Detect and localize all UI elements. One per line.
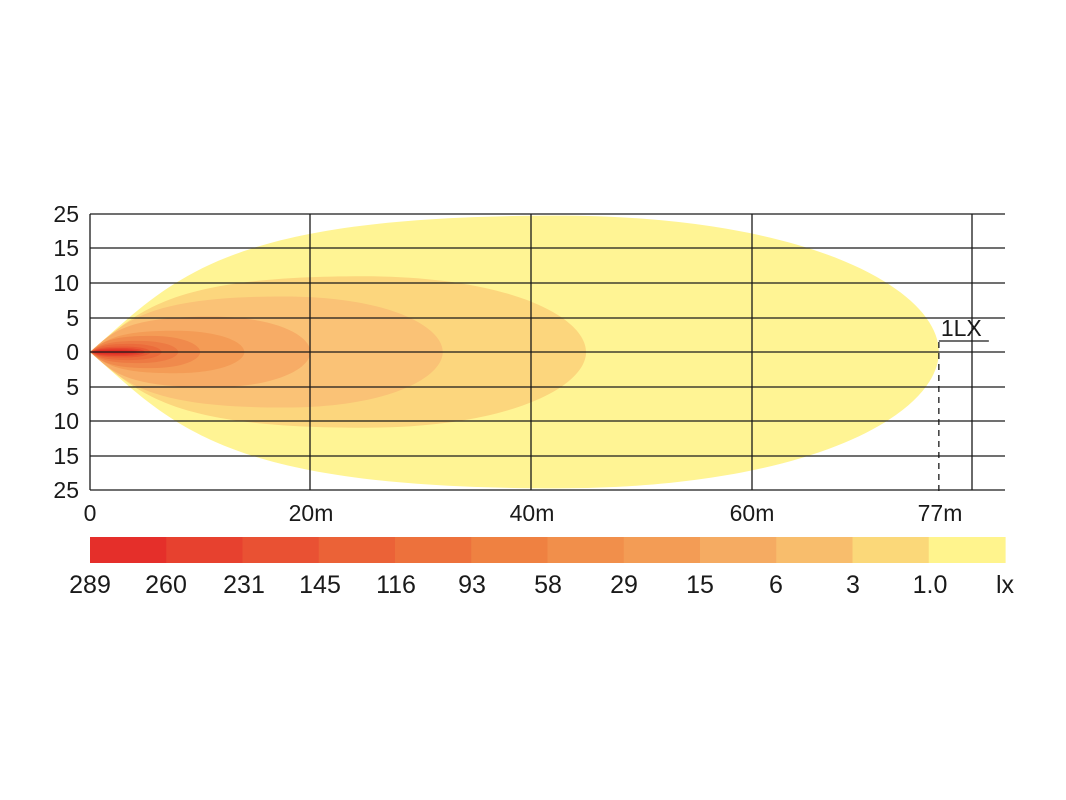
legend-label: 145 <box>299 571 341 599</box>
legend-label: 1.0 <box>913 571 948 599</box>
one-lux-annotation: 1LX <box>938 315 989 492</box>
x-tick-label: 0 <box>84 500 97 526</box>
legend-swatch-58 <box>547 537 625 563</box>
legend-label: 6 <box>769 571 783 599</box>
y-tick-label: 5 <box>66 374 79 400</box>
legend-label: 231 <box>223 571 265 599</box>
y-tick-label: 25 <box>53 477 79 503</box>
y-tick-label: 15 <box>53 235 79 261</box>
y-tick-label: 10 <box>53 270 79 296</box>
legend-swatch-231 <box>242 537 320 563</box>
chart-grid <box>89 213 1005 491</box>
y-tick-label: 25 <box>53 201 79 227</box>
y-tick-label: 10 <box>53 408 79 434</box>
legend-unit: lx <box>996 571 1015 599</box>
one-lux-label: 1LX <box>941 315 982 341</box>
legend-swatch-6 <box>776 537 854 563</box>
y-tick-label: 5 <box>66 305 79 331</box>
legend-swatch-15 <box>700 537 777 563</box>
legend-label: 29 <box>610 571 638 599</box>
legend-swatch-145 <box>318 537 396 563</box>
legend-swatch-29 <box>623 537 701 563</box>
legend-swatch-93 <box>471 537 549 563</box>
legend-label: 58 <box>534 571 562 599</box>
x-tick-label: 40m <box>510 500 555 526</box>
y-tick-label: 0 <box>66 339 79 365</box>
x-tick-label: 20m <box>289 500 334 526</box>
legend-label: 15 <box>686 571 714 599</box>
legend-swatch-289 <box>90 537 167 563</box>
legend-label: 93 <box>458 571 486 599</box>
lux-legend: 289 260 231 145 116 93 58 29 15 6 3 1.0 lx <box>69 537 1015 599</box>
y-axis-ticks: 25 15 10 5 0 5 10 15 25 <box>53 201 79 503</box>
legend-label: 260 <box>145 571 187 599</box>
legend-swatch-1.0 <box>928 537 1006 563</box>
x-axis-ticks: 0 20m 40m 60m 77m <box>84 500 963 526</box>
x-tick-label: 77m <box>918 500 963 526</box>
legend-label: 116 <box>376 571 416 599</box>
legend-label: 3 <box>846 571 860 599</box>
x-tick-label: 60m <box>730 500 775 526</box>
y-tick-label: 15 <box>53 443 79 469</box>
legend-swatch-3 <box>852 537 930 563</box>
legend-swatch-260 <box>166 537 244 563</box>
legend-label: 289 <box>69 571 111 599</box>
legend-swatch-116 <box>395 537 472 563</box>
